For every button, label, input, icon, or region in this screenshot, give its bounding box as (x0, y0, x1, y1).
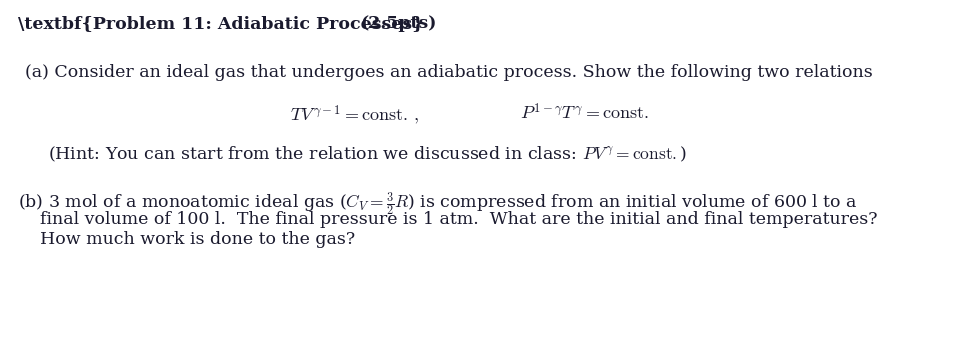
Text: (Hint: You can start from the relation we discussed in class: $PV^{\gamma} = \ma: (Hint: You can start from the relation w… (48, 145, 688, 164)
Text: (a) Consider an ideal gas that undergoes an adiabatic process. Show the followin: (a) Consider an ideal gas that undergoes… (25, 64, 873, 81)
Text: final volume of 100 l.  The final pressure is 1 atm.  What are the initial and f: final volume of 100 l. The final pressur… (18, 211, 877, 228)
Text: $TV^{\gamma-1} = \mathrm{const.}\,,$: $TV^{\gamma-1} = \mathrm{const.}\,,$ (290, 103, 420, 127)
Text: (2.5pts): (2.5pts) (360, 15, 436, 32)
Text: \textbf{Problem 11: Adiabatic Processes}: \textbf{Problem 11: Adiabatic Processes} (18, 15, 424, 32)
Text: $P^{1-\gamma}T^{\gamma} = \mathrm{const.}$: $P^{1-\gamma}T^{\gamma} = \mathrm{const.… (520, 103, 649, 124)
Text: How much work is done to the gas?: How much work is done to the gas? (18, 231, 355, 248)
Text: (b) 3 mol of a monoatomic ideal gas ($C_V = \frac{3}{2}R$) is compressed from an: (b) 3 mol of a monoatomic ideal gas ($C_… (18, 191, 858, 218)
